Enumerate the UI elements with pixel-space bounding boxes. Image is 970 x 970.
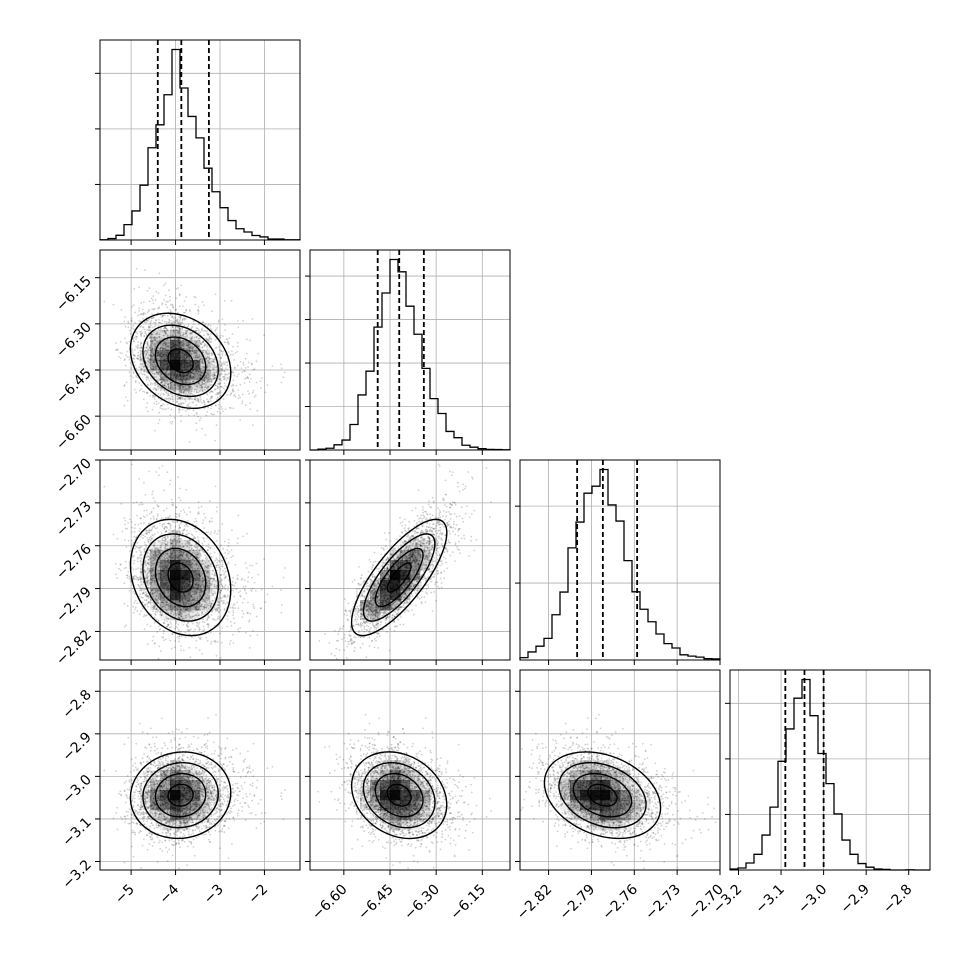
y-tick-label: −6.15: [53, 273, 95, 315]
panel-frame: [99, 39, 301, 241]
panel-frame: [99, 459, 301, 661]
panel-frame: [519, 459, 721, 661]
histogram-1: [310, 258, 511, 451]
x-tick-label: −2.73: [642, 882, 684, 924]
x-tick-label: −5: [112, 882, 138, 908]
contour-level-2: [142, 324, 219, 398]
panel-frame: [309, 249, 511, 451]
y-tick-label: −2.82: [53, 627, 95, 669]
contour-level-3: [350, 518, 448, 637]
y-tick-label: −6.30: [53, 319, 95, 361]
panel-3-0: −5 −4 −3 −2 −3.2 −3.1 −3.0 −2.9 −2.8: [59, 669, 301, 908]
x-tick-label: −6.60: [309, 882, 351, 924]
histogram-2: [519, 468, 721, 660]
y-tick-label: −3.2: [59, 857, 94, 892]
contour-level-1: [572, 772, 633, 818]
contour-level-1: [154, 772, 207, 818]
y-tick-label: −2.8: [59, 687, 94, 722]
x-tick-label: −2: [245, 882, 271, 908]
contour-level-2: [142, 533, 219, 622]
contour-level-0: [587, 783, 618, 807]
x-tick-label: −6.30: [401, 882, 443, 924]
y-tick-label: −2.73: [53, 498, 95, 540]
histogram-0: [99, 48, 301, 241]
y-tick-label: −6.45: [53, 366, 95, 408]
y-tick-label: −3.1: [59, 814, 94, 849]
panel-1-1: [305, 249, 511, 455]
y-tick-label: −6.60: [53, 412, 95, 454]
contour-level-3: [129, 518, 232, 637]
y-tick-label: −2.70: [53, 456, 95, 498]
contour-level-3: [129, 751, 232, 840]
contour-level-3: [350, 751, 448, 840]
contour-level-0: [167, 562, 194, 593]
x-tick-label: −2.79: [557, 882, 599, 924]
panel-2-2: [515, 459, 721, 665]
x-tick-label: −3: [201, 882, 227, 908]
panel-frame: [99, 249, 301, 451]
panel-2-0: −2.82−2.79−2.76−2.73−2.70: [53, 456, 301, 669]
contour-level-0: [167, 783, 194, 807]
histogram-3: [729, 678, 930, 871]
panel-3-1: −6.60 −6.45 −6.30 −6.15: [305, 669, 511, 924]
contour-level-0: [386, 783, 412, 807]
panel-3-3: −3.2 −3.1 −3.0 −2.9 −2.8: [710, 669, 931, 917]
panel-frame: [309, 459, 511, 661]
contour-level-2: [142, 762, 219, 829]
x-tick-label: −2.82: [514, 882, 556, 924]
x-tick-label: −3.0: [795, 882, 830, 917]
y-tick-label: −3.0: [59, 772, 94, 807]
contour-level-0: [167, 348, 194, 374]
x-tick-label: −4: [156, 881, 182, 907]
y-tick-label: −2.76: [53, 541, 95, 583]
x-tick-label: −6.15: [447, 882, 489, 924]
x-tick-label: −2.76: [599, 881, 641, 923]
contour-level-3: [129, 312, 232, 410]
panel-0-0: [95, 39, 301, 245]
contour-level-3: [543, 751, 662, 840]
panel-frame: [729, 669, 931, 871]
x-tick-label: −2.8: [880, 882, 915, 917]
panel-frame: [309, 669, 511, 871]
contour-level-2: [362, 533, 436, 622]
x-tick-label: −2.9: [838, 882, 873, 917]
y-tick-label: −2.9: [59, 729, 94, 764]
x-tick-label: −6.45: [355, 882, 397, 924]
contour-level-1: [154, 336, 207, 386]
density-cells: [140, 760, 221, 831]
panel-3-2: −2.82 −2.79 −2.76 −2.73 −2.70: [514, 669, 727, 924]
contour-level-0: [386, 562, 412, 593]
contour-level-2: [558, 761, 647, 829]
contour-level-1: [154, 547, 207, 608]
contour-level-2: [362, 761, 436, 829]
contour-level-1: [374, 772, 424, 818]
panel-frame: [519, 669, 721, 871]
panel-1-0: −6.60−6.45 −6.30−6.15: [53, 249, 301, 455]
x-tick-label: −3.1: [753, 882, 788, 917]
contour-level-1: [374, 547, 424, 608]
panel-2-1: [305, 459, 511, 665]
y-tick-label: −2.79: [53, 584, 95, 626]
panel-frame: [99, 669, 301, 871]
